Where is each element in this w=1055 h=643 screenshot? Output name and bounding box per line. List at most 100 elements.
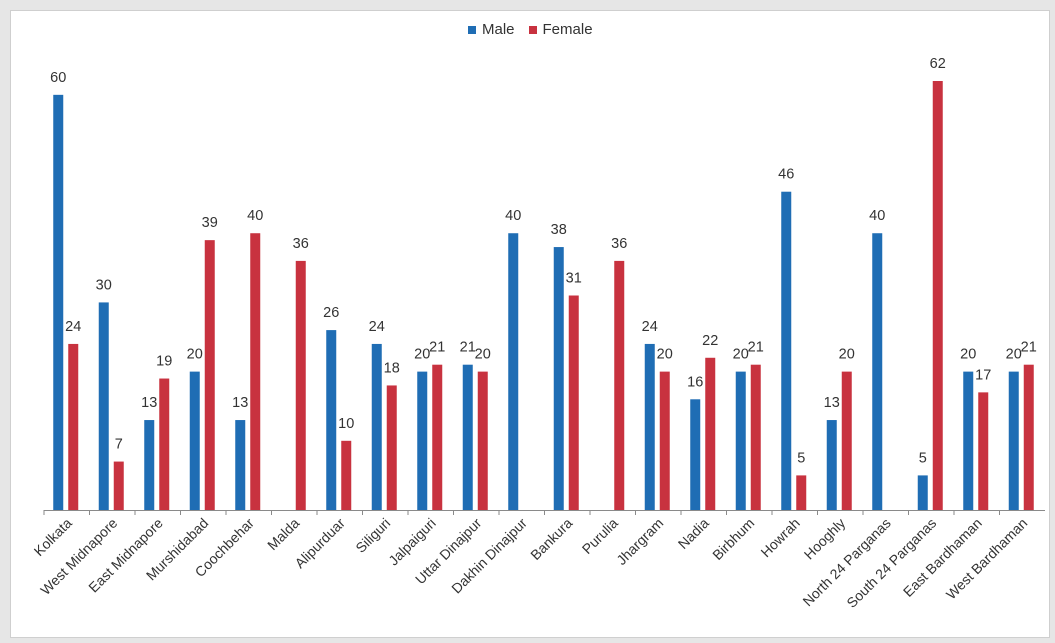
legend-item-male: Male <box>468 21 515 38</box>
data-label-male: 13 <box>232 395 248 411</box>
data-label-female: 36 <box>293 236 309 252</box>
bar-male <box>963 371 974 510</box>
data-label-male: 60 <box>50 70 66 86</box>
data-label-female: 39 <box>202 215 218 231</box>
data-label-male: 21 <box>460 340 476 356</box>
legend-label-female: Female <box>542 21 593 38</box>
data-label-female: 21 <box>748 340 764 356</box>
legend-item-female: Female <box>528 21 593 38</box>
bar-male <box>417 371 428 510</box>
x-tick-label: Jhargram <box>613 515 666 568</box>
legend-label-male: Male <box>482 21 515 38</box>
bar-male <box>98 302 109 510</box>
bar-female <box>659 371 670 510</box>
x-tick-label: Kolkata <box>31 515 75 559</box>
x-tick-label: Alipurduar <box>291 515 348 572</box>
bar-female <box>386 385 397 510</box>
data-label-female: 5 <box>797 450 805 466</box>
legend: Male Female <box>468 21 593 38</box>
data-label-female: 19 <box>156 354 172 370</box>
bar-male <box>462 364 473 510</box>
bar-male <box>53 94 64 510</box>
data-label-female: 18 <box>384 360 400 376</box>
data-label-male: 20 <box>187 347 203 363</box>
x-tick-label: East Bardhaman <box>900 515 985 600</box>
bar-male <box>1008 371 1019 510</box>
data-label-male: 20 <box>1006 347 1022 363</box>
data-label-female: 10 <box>338 416 354 432</box>
bar-male <box>872 233 883 510</box>
data-label-male: 20 <box>414 347 430 363</box>
legend-swatch-female <box>528 25 537 34</box>
bar-female <box>159 378 170 510</box>
data-label-male: 40 <box>869 208 885 224</box>
data-label-female: 20 <box>475 347 491 363</box>
bar-female <box>1023 364 1034 510</box>
bar-male <box>917 475 928 510</box>
data-label-male: 46 <box>778 167 794 183</box>
bar-female <box>705 357 716 510</box>
data-label-male: 16 <box>687 374 703 390</box>
x-tick-label: Siliguri <box>352 515 393 556</box>
bar-female <box>113 461 124 510</box>
x-tick-label: Nadia <box>675 515 712 552</box>
data-label-female: 62 <box>930 56 946 72</box>
bar-female <box>68 343 79 510</box>
data-label-male: 13 <box>824 395 840 411</box>
data-label-male: 20 <box>960 347 976 363</box>
bar-male <box>508 233 519 510</box>
data-label-female: 21 <box>429 340 445 356</box>
bar-male <box>189 371 200 510</box>
data-label-female: 24 <box>65 319 81 335</box>
data-label-female: 40 <box>247 208 263 224</box>
data-label-female: 31 <box>566 271 582 287</box>
x-tick-label: West Bardhaman <box>943 515 1031 603</box>
x-tick-label: Birbhum <box>709 515 757 563</box>
x-tick-label: Howrah <box>757 515 802 560</box>
bar-female <box>568 295 579 510</box>
bar-male <box>781 191 792 511</box>
bar-male <box>553 247 564 510</box>
data-label-male: 26 <box>323 305 339 321</box>
bar-female <box>841 371 852 510</box>
bar-female <box>614 260 625 510</box>
bar-female <box>932 81 943 510</box>
data-label-male: 5 <box>919 450 927 466</box>
data-label-male: 24 <box>369 319 385 335</box>
bar-female <box>341 440 352 510</box>
data-label-female: 7 <box>115 437 123 453</box>
data-label-male: 24 <box>642 319 658 335</box>
bar-female <box>978 392 989 510</box>
data-label-female: 20 <box>839 347 855 363</box>
data-label-female: 20 <box>657 347 673 363</box>
data-label-female: 36 <box>611 236 627 252</box>
data-label-male: 13 <box>141 395 157 411</box>
bar-male <box>735 371 746 510</box>
bar-male <box>144 420 155 510</box>
legend-swatch-male <box>468 25 476 34</box>
data-label-female: 17 <box>975 367 991 383</box>
bar-male <box>371 343 382 510</box>
x-tick-label: Malda <box>264 515 302 553</box>
bar-male <box>326 330 337 510</box>
bar-female <box>432 364 443 510</box>
bar-female <box>796 475 807 510</box>
bar-female <box>250 233 261 510</box>
x-tick-label: West Midnapore <box>37 515 120 598</box>
data-label-male: 20 <box>733 347 749 363</box>
data-label-male: 30 <box>96 277 112 293</box>
bar-male <box>644 343 655 510</box>
data-label-male: 40 <box>505 208 521 224</box>
bar-female <box>477 371 488 510</box>
bar-female <box>295 260 306 510</box>
x-tick-label: Purulia <box>579 515 621 557</box>
bar-female <box>204 240 215 511</box>
bar-male <box>826 420 837 510</box>
data-label-male: 38 <box>551 222 567 238</box>
bar-male <box>690 399 701 510</box>
bar-male <box>235 420 246 510</box>
bar-female <box>750 364 761 510</box>
x-tick-label: Bankura <box>527 515 575 563</box>
data-label-female: 22 <box>702 333 718 349</box>
